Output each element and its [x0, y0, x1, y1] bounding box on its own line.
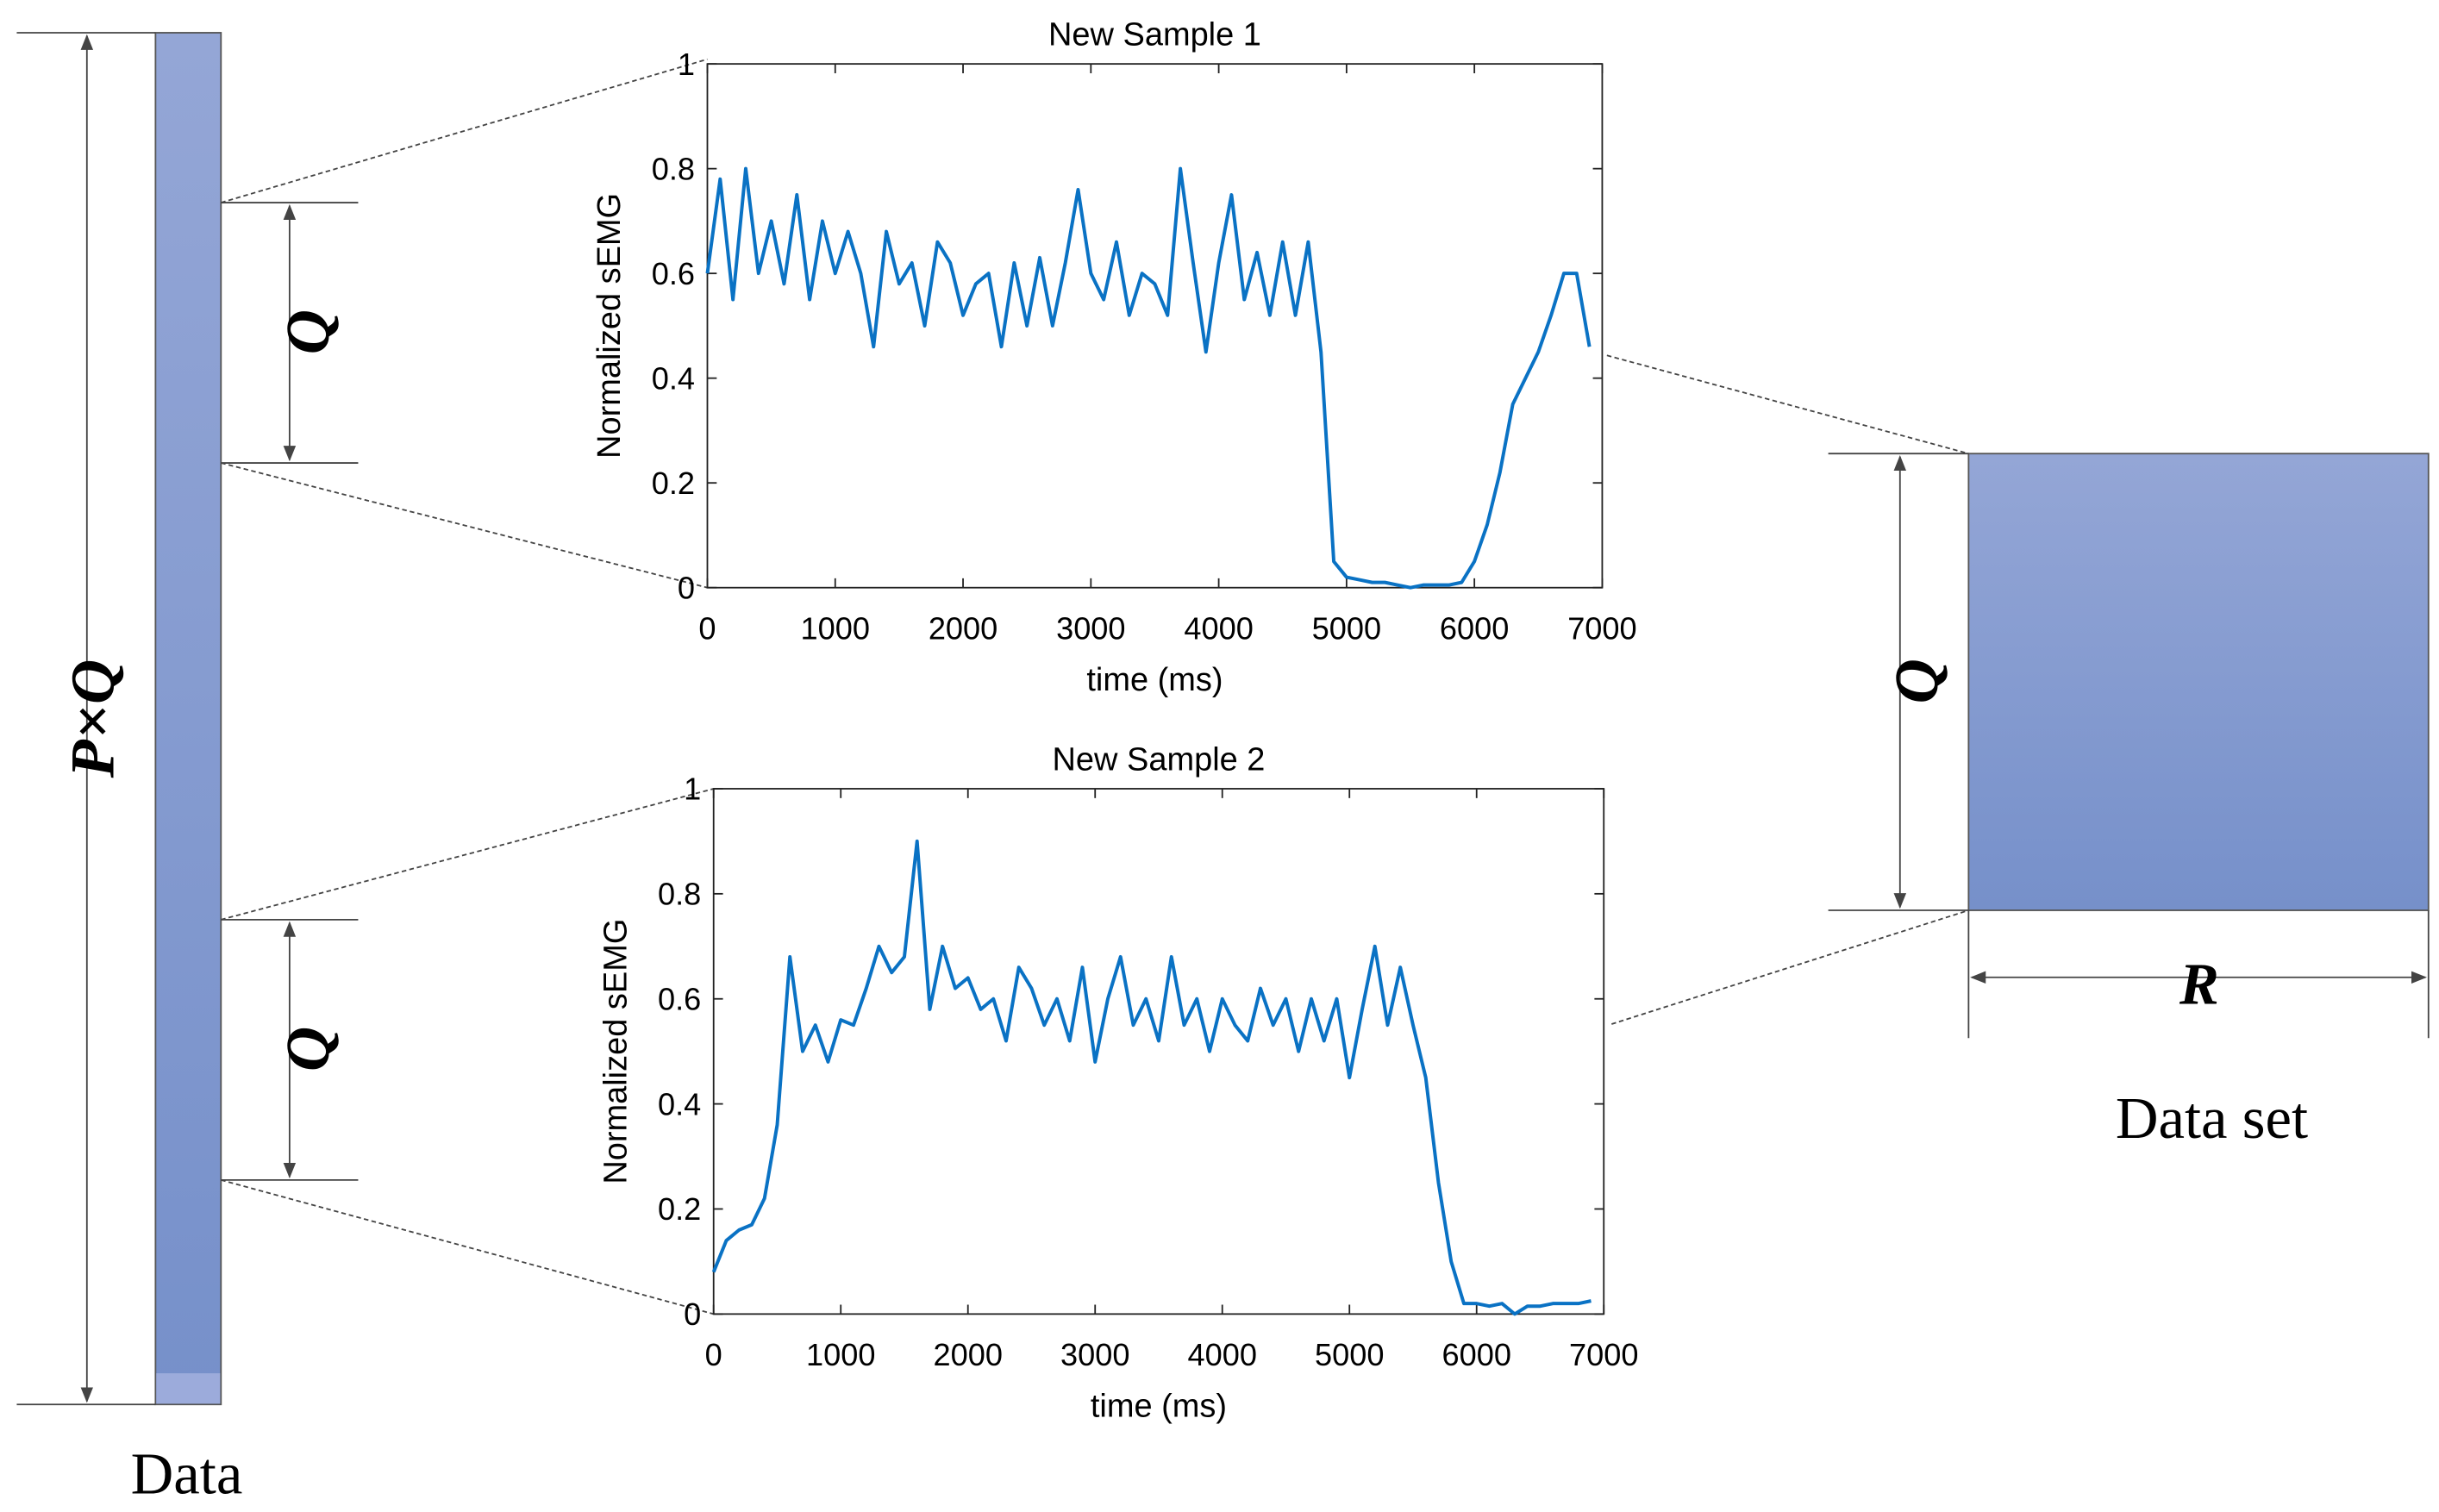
x-axis-label: time (ms) — [1086, 662, 1223, 698]
y-tick-label: 0.4 — [652, 360, 695, 396]
x-tick-label: 7000 — [1567, 610, 1636, 646]
x-tick-label: 0 — [698, 610, 716, 646]
x-tick-label: 5000 — [1312, 610, 1381, 646]
y-tick-label: 0.8 — [658, 877, 701, 912]
plot-area — [712, 788, 1605, 1315]
chart-title: New Sample 1 — [1048, 16, 1261, 53]
dataset-caption: Data set — [2116, 1085, 2308, 1151]
data-caption: Data — [131, 1440, 243, 1506]
x-tick-label: 6000 — [1442, 1337, 1511, 1372]
x-tick-label: 7000 — [1569, 1337, 1638, 1372]
x-tick-label: 2000 — [929, 610, 997, 646]
segment-label: Q — [273, 1027, 342, 1072]
x-tick-label: 4000 — [1188, 1337, 1257, 1372]
segment-label: Q — [273, 309, 342, 354]
y-axis-label: Normalized sEMG — [597, 919, 634, 1184]
plot-area — [706, 63, 1604, 589]
y-tick-label: 1 — [678, 47, 695, 82]
y-tick-label: 1 — [684, 772, 701, 807]
x-tick-label: 0 — [705, 1337, 722, 1372]
dataset-height-label: Q — [1882, 659, 1951, 703]
x-tick-label: 1000 — [801, 610, 870, 646]
x-axis-label: time (ms) — [1091, 1389, 1227, 1425]
dataset-block — [1606, 354, 2430, 1039]
y-tick-label: 0 — [684, 1296, 701, 1332]
x-tick-label: 3000 — [1056, 610, 1125, 646]
y-tick-label: 0 — [678, 570, 695, 605]
total-label: P×Q — [59, 659, 128, 779]
chart-title: New Sample 2 — [1053, 741, 1266, 778]
y-tick-label: 0.2 — [652, 465, 695, 501]
left-data-bar — [16, 32, 714, 1406]
y-tick-label: 0.4 — [658, 1086, 701, 1122]
y-tick-label: 0.2 — [658, 1191, 701, 1227]
y-axis-label: Normalized sEMG — [591, 193, 628, 459]
data-line — [705, 166, 1592, 590]
dataset-width-label: R — [2179, 952, 2219, 1017]
data-line — [711, 839, 1592, 1316]
x-tick-label: 1000 — [806, 1337, 875, 1372]
y-tick-label: 0.8 — [652, 151, 695, 186]
x-tick-label: 6000 — [1440, 610, 1509, 646]
y-tick-label: 0.6 — [652, 256, 695, 291]
x-tick-label: 2000 — [934, 1337, 1003, 1372]
x-tick-label: 4000 — [1184, 610, 1253, 646]
x-tick-label: 3000 — [1060, 1337, 1129, 1372]
x-tick-label: 5000 — [1315, 1337, 1384, 1372]
y-tick-label: 0.6 — [658, 981, 701, 1016]
